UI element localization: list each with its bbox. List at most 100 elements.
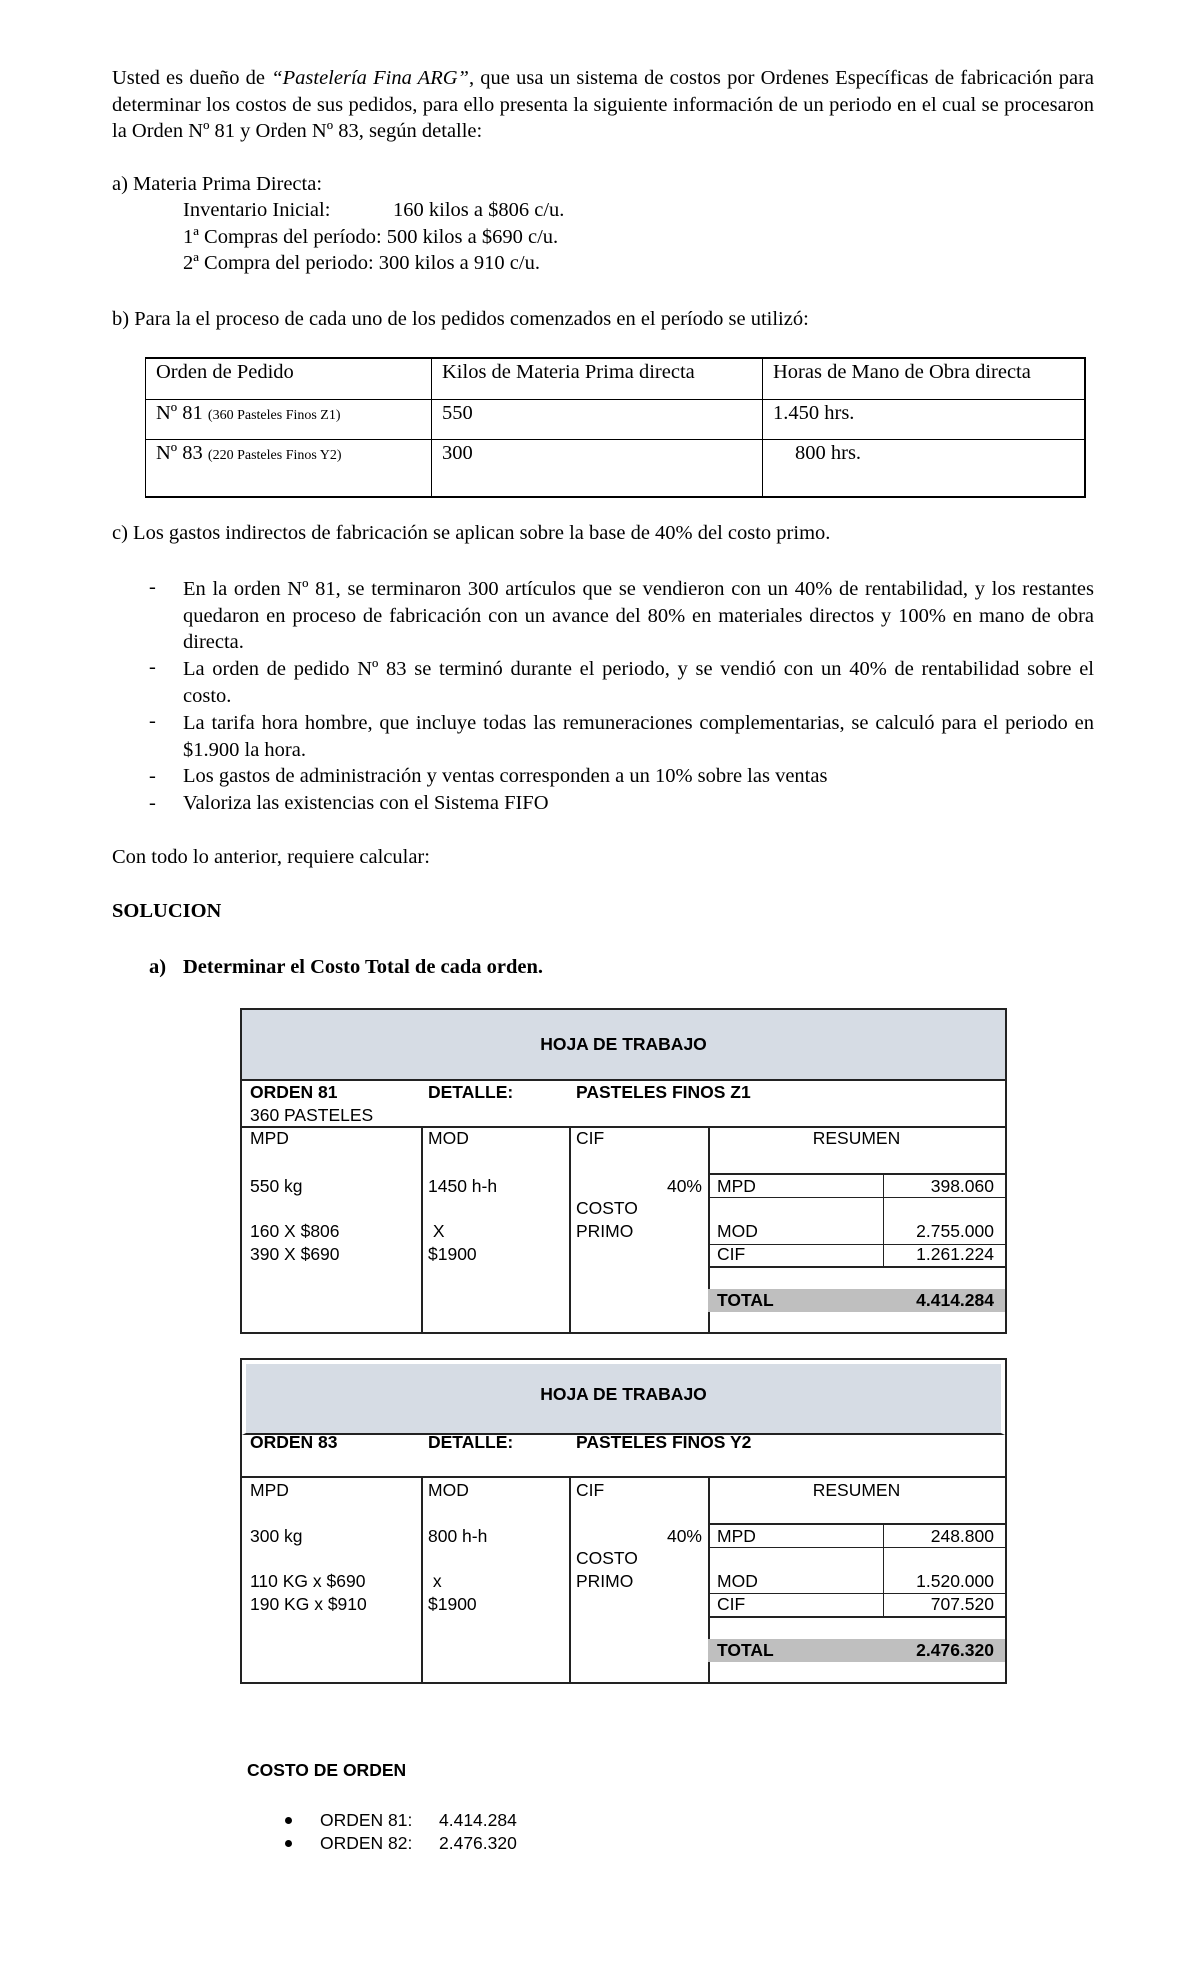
divider xyxy=(569,1476,571,1682)
bullet-text: En la orden Nº 81, se terminaron 300 art… xyxy=(183,578,1094,653)
cost-item-label: ORDEN 82: xyxy=(320,1833,413,1853)
solution-title: SOLUCION xyxy=(112,900,222,922)
mpd-line: 390 X $690 xyxy=(250,1244,340,1264)
bullet-text: Los gastos de administración y ventas co… xyxy=(183,765,828,787)
detail-value: PASTELES FINOS Z1 xyxy=(576,1082,751,1102)
mod-times: x xyxy=(428,1571,442,1591)
bullet-text: Valoriza las existencias con el Sistema … xyxy=(183,792,549,814)
worksheet-title: HOJA DE TRABAJO xyxy=(540,1034,707,1054)
cost-item-value: 4.414.284 xyxy=(439,1810,517,1830)
cost-item-value: 2.476.320 xyxy=(439,1833,517,1853)
divider xyxy=(421,1126,423,1332)
divider xyxy=(708,1266,1005,1268)
total-band xyxy=(708,1289,1005,1312)
bullet-icon xyxy=(285,1817,292,1824)
mpd-qty: 300 kg xyxy=(250,1526,303,1546)
section-a-title: a) Materia Prima Directa: xyxy=(112,173,323,195)
divider xyxy=(708,1523,1005,1525)
summary-mpd-label: MPD xyxy=(717,1526,756,1546)
worksheet-title: HOJA DE TRABAJO xyxy=(540,1384,707,1404)
cif-base: COSTO xyxy=(576,1198,638,1218)
resumen-header: RESUMEN xyxy=(812,1480,901,1500)
item-a-title: Determinar el Costo Total de cada orden. xyxy=(183,956,544,978)
bullet-text: La orden de pedido Nº 83 se terminó dura… xyxy=(183,658,1094,707)
table-header-row: Orden de Pedido Kilos de Materia Prima d… xyxy=(145,357,1086,400)
cif-base: PRIMO xyxy=(576,1221,634,1241)
summary-mod-label: MOD xyxy=(717,1221,758,1241)
summary-mod-value: 2.755.000 xyxy=(916,1221,994,1241)
dash: - xyxy=(149,710,156,732)
order-label: ORDEN 83 xyxy=(250,1432,338,1452)
header-order: Orden de Pedido xyxy=(145,357,432,400)
mpd-header: MPD xyxy=(250,1128,289,1148)
mpd-line: 110 KG x $690 xyxy=(250,1571,366,1591)
kilos-cell: 550 xyxy=(431,399,763,440)
mod-header: MOD xyxy=(428,1480,469,1500)
section-c-title: c) Los gastos indirectos de fabricación … xyxy=(112,522,831,544)
total-value: 2.476.320 xyxy=(916,1640,994,1660)
divider xyxy=(883,1173,884,1266)
divider xyxy=(421,1476,423,1682)
total-band xyxy=(708,1639,1005,1662)
mod-times: X xyxy=(428,1221,445,1241)
quantity: 360 PASTELES xyxy=(250,1105,374,1125)
worksheet-orden-81: HOJA DE TRABAJO ORDEN 81 DETALLE: PASTEL… xyxy=(240,1008,1007,1334)
mod-qty: 800 h-h xyxy=(428,1526,488,1546)
table-row: Nº 83 (220 Pasteles Finos Y2) 300 800 hr… xyxy=(145,439,1086,498)
order-cell: Nº 83 (220 Pasteles Finos Y2) xyxy=(145,439,432,498)
kilos-cell: 300 xyxy=(431,439,763,498)
divider xyxy=(708,1616,1005,1618)
detail-label: DETALLE: xyxy=(428,1432,514,1452)
mpd-header: MPD xyxy=(250,1480,289,1500)
summary-mod-label: MOD xyxy=(717,1571,758,1591)
intro-text: Usted es dueño de xyxy=(112,67,272,89)
total-label: TOTAL xyxy=(717,1640,774,1660)
worksheet-orden-83: HOJA DE TRABAJO ORDEN 83 DETALLE: PASTEL… xyxy=(240,1358,1007,1684)
cost-item-label: ORDEN 81: xyxy=(320,1810,413,1830)
divider xyxy=(883,1523,884,1616)
section-b-title: b) Para la el proceso de cada uno de los… xyxy=(112,308,809,330)
total-value: 4.414.284 xyxy=(916,1290,994,1310)
hours-cell: 800 hrs. xyxy=(762,439,1086,498)
intro-paragraph: Usted es dueño de “Pastelería Fina ARG”,… xyxy=(112,65,1094,145)
cost-summary-title: COSTO DE ORDEN xyxy=(247,1760,407,1780)
mod-rate: $1900 xyxy=(428,1244,477,1264)
table-row: Nº 81 (360 Pasteles Finos Z1) 550 1.450 … xyxy=(145,399,1086,440)
summary-cif-value: 707.520 xyxy=(930,1594,994,1614)
mpd-qty: 550 kg xyxy=(250,1176,303,1196)
summary-mpd-label: MPD xyxy=(717,1176,756,1196)
cif-base: COSTO xyxy=(576,1548,638,1568)
initial-inventory-value: 160 kilos a $806 c/u. xyxy=(393,199,565,221)
dash: - xyxy=(149,656,156,678)
orders-table: Orden de Pedido Kilos de Materia Prima d… xyxy=(145,357,1086,498)
mod-rate: $1900 xyxy=(428,1594,477,1614)
divider xyxy=(708,1126,710,1332)
divider xyxy=(242,1126,1005,1128)
closing-text: Con todo lo anterior, requiere calcular: xyxy=(112,846,430,868)
second-purchase: 2ª Compra del periodo: 300 kilos a 910 c… xyxy=(183,252,540,274)
summary-cif-value: 1.261.224 xyxy=(916,1244,994,1264)
order-label: ORDEN 81 xyxy=(250,1082,338,1102)
cif-pct: 40% xyxy=(666,1526,702,1546)
order-number: Nº 81 xyxy=(156,402,203,424)
order-cell: Nº 81 (360 Pasteles Finos Z1) xyxy=(145,399,432,440)
divider xyxy=(708,1547,1005,1548)
mod-qty: 1450 h-h xyxy=(428,1176,498,1196)
cif-base: PRIMO xyxy=(576,1571,634,1591)
summary-cif-label: CIF xyxy=(717,1244,746,1264)
divider xyxy=(708,1173,1005,1175)
mpd-line: 160 X $806 xyxy=(250,1221,340,1241)
dash: - xyxy=(149,576,156,598)
mpd-line: 190 KG x $910 xyxy=(250,1594,367,1614)
summary-cif-label: CIF xyxy=(717,1594,746,1614)
item-a-marker: a) xyxy=(149,956,167,978)
intro-text: , que usa un sistema de costos por Orden… xyxy=(112,67,1094,142)
header-hours: Horas de Mano de Obra directa xyxy=(762,357,1086,400)
cif-header: CIF xyxy=(576,1480,605,1500)
cif-pct: 40% xyxy=(666,1176,702,1196)
order-note: (360 Pasteles Finos Z1) xyxy=(207,408,341,423)
bullet-text: La tarifa hora hombre, que incluye todas… xyxy=(183,712,1094,761)
cif-header: CIF xyxy=(576,1128,605,1148)
total-label: TOTAL xyxy=(717,1290,774,1310)
divider xyxy=(569,1126,571,1332)
